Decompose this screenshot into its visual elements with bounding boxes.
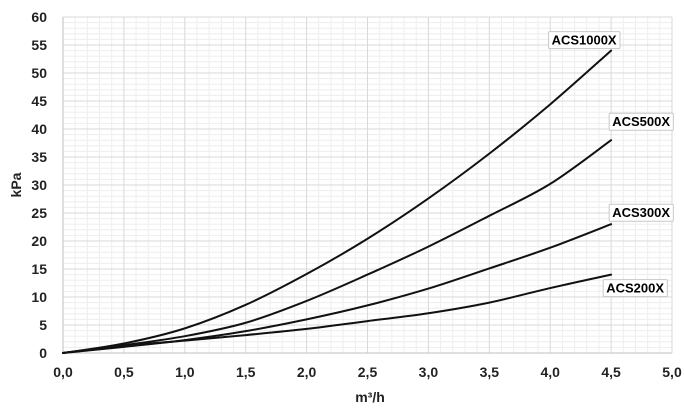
x-tick-label: 0,0: [53, 364, 73, 380]
series-label-box: [608, 203, 674, 222]
series-line-acs200x: [62, 273, 613, 354]
x-tick-label: 1,5: [236, 364, 256, 380]
y-tick-label: 60: [31, 9, 47, 25]
x-tick-label: 5,0: [662, 364, 682, 380]
axes: [62, 17, 672, 354]
y-tick-label: 40: [31, 121, 47, 137]
series-line-acs1000x: [62, 49, 613, 354]
series-label-text: ACS500X: [612, 114, 670, 129]
x-tick-labels: 0,0 0,5 1,0 1,5 2,0 2,5 3,0 3,5 4,0 4,5 5,0: [53, 364, 682, 380]
x-tick-label: 3,0: [419, 364, 439, 380]
x-tick-label: 4,0: [540, 364, 560, 380]
series-label-box: [608, 112, 674, 131]
x-tick-label: 1,0: [175, 364, 195, 380]
y-tick-label: 55: [31, 37, 47, 53]
y-tick-labels: 0 5 10 15 20 25 30 35 40 45 50 55 60: [31, 9, 47, 361]
series-label-text: ACS200X: [606, 281, 664, 296]
y-tick-label: 45: [31, 93, 47, 109]
series-label-box: [548, 31, 621, 50]
x-tick-label: 3,5: [480, 364, 500, 380]
x-tick-label: 2,0: [297, 364, 317, 380]
series-label-text: ACS1000X: [552, 33, 617, 48]
y-tick-label: 15: [31, 261, 47, 277]
y-tick-label: 35: [31, 149, 47, 165]
major-grid: [62, 16, 673, 354]
y-tick-label: 50: [31, 65, 47, 81]
y-tick-label: 20: [31, 233, 47, 249]
x-tick-label: 0,5: [114, 364, 134, 380]
series-label-acs300x: ACS300X: [608, 203, 674, 222]
y-tick-label: 25: [31, 205, 47, 221]
x-tick-label: 4,5: [601, 364, 621, 380]
series-label-acs1000x: ACS1000X: [548, 31, 621, 50]
x-tick-label: 2,5: [358, 364, 378, 380]
series-labels: ACS1000X ACS500X ACS300X ACS200X: [548, 31, 674, 298]
y-tick-label: 30: [31, 177, 47, 193]
series-lines: [62, 49, 613, 354]
series-line-acs500x: [62, 139, 613, 354]
series-label-acs500x: ACS500X: [608, 112, 674, 131]
y-tick-label: 0: [39, 345, 47, 361]
x-axis-title: m³/h: [355, 389, 385, 405]
y-axis-title: kPa: [8, 172, 24, 197]
series-label-text: ACS300X: [612, 205, 670, 220]
y-tick-label: 10: [31, 289, 47, 305]
series-label-box: [602, 279, 668, 298]
y-tick-label: 5: [39, 317, 47, 333]
series-label-acs200x: ACS200X: [602, 279, 668, 298]
